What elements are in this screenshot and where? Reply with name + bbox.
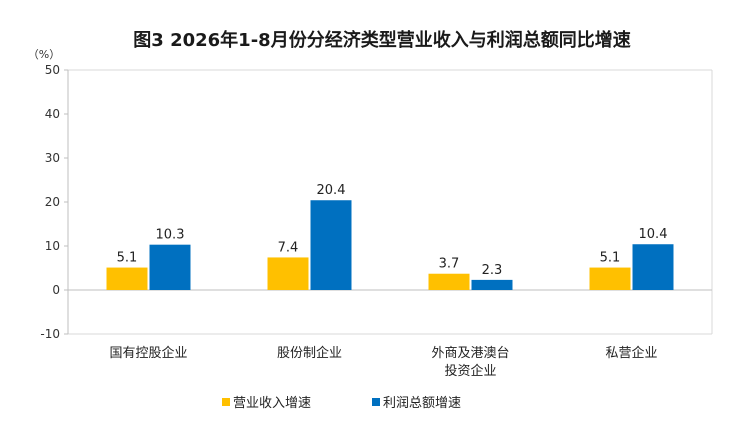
bar — [267, 257, 309, 290]
data-label: 10.3 — [156, 228, 185, 243]
category-label: 外商及港澳台 — [431, 345, 509, 361]
category-label: 私营企业 — [605, 345, 657, 361]
data-label: 3.7 — [439, 257, 460, 272]
data-label: 7.4 — [278, 240, 299, 255]
legend-swatch — [372, 398, 380, 406]
data-label: 20.4 — [317, 183, 346, 198]
bar — [310, 200, 352, 290]
y-tick-label: 40 — [45, 107, 60, 121]
y-tick-label: 10 — [45, 239, 60, 253]
y-tick-label: 50 — [45, 63, 60, 77]
y-axis-unit: （%） — [28, 48, 60, 61]
y-tick-label: -10 — [40, 327, 60, 341]
chart-title: 图3 2026年1-8月份分经济类型营业收入与利润总额同比增速 — [133, 29, 630, 51]
data-label: 5.1 — [600, 251, 621, 266]
y-tick-label: 20 — [45, 195, 60, 209]
data-label: 2.3 — [482, 263, 503, 278]
y-tick-label: 30 — [45, 151, 60, 165]
bar — [428, 273, 470, 290]
bar — [149, 244, 191, 290]
legend-label: 利润总额增速 — [383, 396, 461, 411]
y-tick-label: 0 — [52, 283, 60, 297]
data-label: 10.4 — [639, 227, 668, 242]
bar — [632, 244, 674, 290]
category-label: 股份制企业 — [277, 345, 342, 361]
legend-label: 营业收入增速 — [233, 396, 311, 411]
data-label: 5.1 — [117, 251, 138, 266]
bar — [471, 279, 513, 290]
plot-area: -10 0 10 20 30 40 50 5.1 10.3 国有控股企业 7.4 20.4 股份制企业 3… — [40, 63, 713, 379]
legend-swatch — [222, 398, 230, 406]
legend: 营业收入增速 利润总额增速 — [222, 396, 461, 411]
category-label: 投资企业 — [444, 363, 496, 379]
bar — [589, 267, 631, 290]
category-label: 国有控股企业 — [109, 345, 187, 361]
bar — [106, 267, 148, 290]
